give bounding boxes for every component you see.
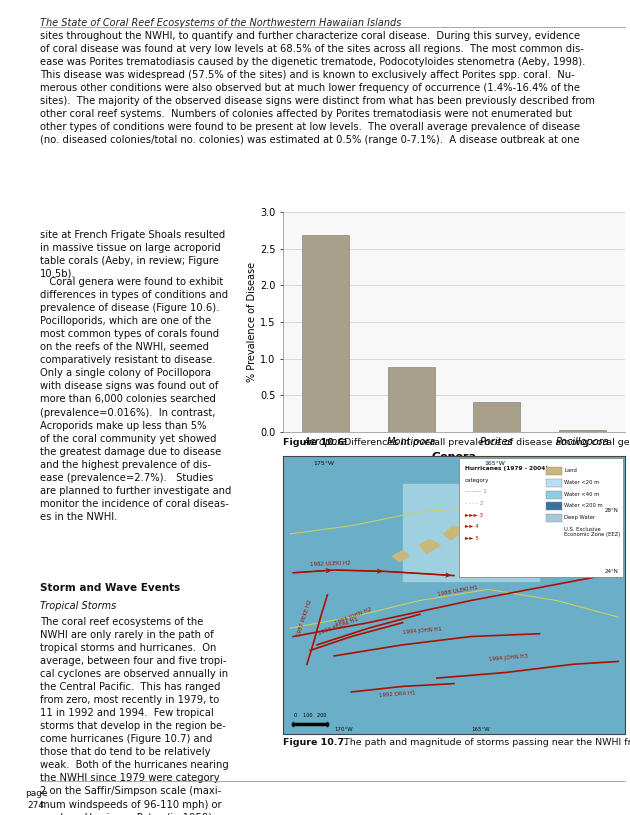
Text: Tropical Storms: Tropical Storms [40, 601, 117, 610]
Text: 1987 PEKE H2: 1987 PEKE H2 [297, 599, 313, 637]
Bar [387, 368, 435, 432]
Text: The path and magnitude of storms passing near the NWHI from 1979-2004.  Year of : The path and magnitude of storms passing… [338, 738, 630, 747]
Polygon shape [392, 551, 410, 562]
Bar [546, 491, 562, 499]
Bar [546, 514, 562, 522]
Bar [302, 236, 349, 432]
Polygon shape [444, 526, 464, 540]
Bar [546, 502, 562, 510]
Text: 1993 KEONI H1: 1993 KEONI H1 [317, 617, 358, 637]
Text: 1952 ORA H1: 1952 ORA H1 [580, 472, 600, 507]
Text: 1994 JOHN H3: 1994 JOHN H3 [488, 654, 528, 663]
Polygon shape [464, 518, 488, 531]
Bar [473, 402, 520, 432]
Text: Hurricanes (1979 - 2004): Hurricanes (1979 - 2004) [465, 466, 548, 471]
Text: 24°N: 24°N [604, 569, 618, 574]
Bar [559, 430, 605, 432]
Text: 165°W: 165°W [471, 727, 490, 732]
X-axis label: Genera: Genera [432, 452, 476, 462]
Text: Differences in overall prevalence of disease among coral genera in the NWHI.  So: Differences in overall prevalence of dis… [338, 438, 630, 447]
Text: The coral reef ecosystems of the
NWHI are only rarely in the path of
tropical st: The coral reef ecosystems of the NWHI ar… [40, 617, 229, 815]
Text: sites throughout the NWHI, to quantify and further characterize coral disease.  : sites throughout the NWHI, to quantify a… [40, 31, 595, 145]
Polygon shape [488, 514, 505, 526]
Text: Water <20 m: Water <20 m [564, 480, 600, 485]
Text: 1982 ULEKI H2: 1982 ULEKI H2 [311, 561, 351, 567]
Text: 28°N: 28°N [604, 508, 618, 513]
Text: 0    100   200: 0 100 200 [294, 713, 326, 718]
Text: ►► 5: ►► 5 [465, 536, 479, 541]
Text: 165°W: 165°W [484, 460, 505, 465]
Text: ——— 1: ——— 1 [465, 489, 486, 495]
Text: ►► 4: ►► 4 [465, 524, 479, 529]
Text: Water <200 m: Water <200 m [564, 503, 603, 509]
Text: 1994 JOHN H2: 1994 JOHN H2 [335, 607, 372, 627]
Polygon shape [420, 540, 440, 553]
Text: ►►► 3: ►►► 3 [465, 513, 483, 518]
Y-axis label: % Prevalence of Disease: % Prevalence of Disease [247, 262, 257, 382]
Bar [546, 468, 562, 475]
Text: Figure 10.6.: Figure 10.6. [283, 438, 348, 447]
Text: Land: Land [564, 469, 577, 474]
Bar [546, 479, 562, 487]
Text: U.S. Exclusive
Economic Zone (EEZ): U.S. Exclusive Economic Zone (EEZ) [564, 526, 621, 537]
Bar [403, 484, 539, 581]
Text: 1994 JOHN H1: 1994 JOHN H1 [403, 627, 442, 635]
Text: category: category [465, 478, 490, 482]
Text: Storm and Wave Events: Storm and Wave Events [40, 583, 181, 593]
Text: 1988 ULEKI H1: 1988 ULEKI H1 [437, 585, 478, 597]
Text: 1992 ORA H1: 1992 ORA H1 [379, 691, 416, 698]
Text: Deep Water: Deep Water [564, 515, 595, 520]
Text: 170°W: 170°W [335, 727, 353, 732]
Polygon shape [461, 534, 515, 567]
Text: Water <40 m: Water <40 m [564, 491, 600, 496]
Text: The State of Coral Reef Ecosystems of the Northwestern Hawaiian Islands: The State of Coral Reef Ecosystems of th… [40, 18, 402, 28]
Text: - - - - 2: - - - - 2 [465, 501, 483, 506]
Polygon shape [508, 518, 526, 528]
Text: Coral genera were found to exhibit
differences in types of conditions and
preval: Coral genera were found to exhibit diffe… [40, 277, 232, 522]
Text: page
274: page 274 [25, 790, 47, 809]
Text: 175°W: 175°W [314, 460, 335, 465]
Text: Northwestern Hawaiian Islands: Northwestern Hawaiian Islands [11, 303, 24, 512]
Text: site at French Frigate Shoals resulted
in massive tissue on large acroporid
tabl: site at French Frigate Shoals resulted i… [40, 230, 226, 279]
Text: 1985 NELE H1: 1985 NELE H1 [495, 460, 503, 499]
Text: Figure 10.7.: Figure 10.7. [283, 738, 348, 747]
FancyBboxPatch shape [459, 458, 623, 577]
